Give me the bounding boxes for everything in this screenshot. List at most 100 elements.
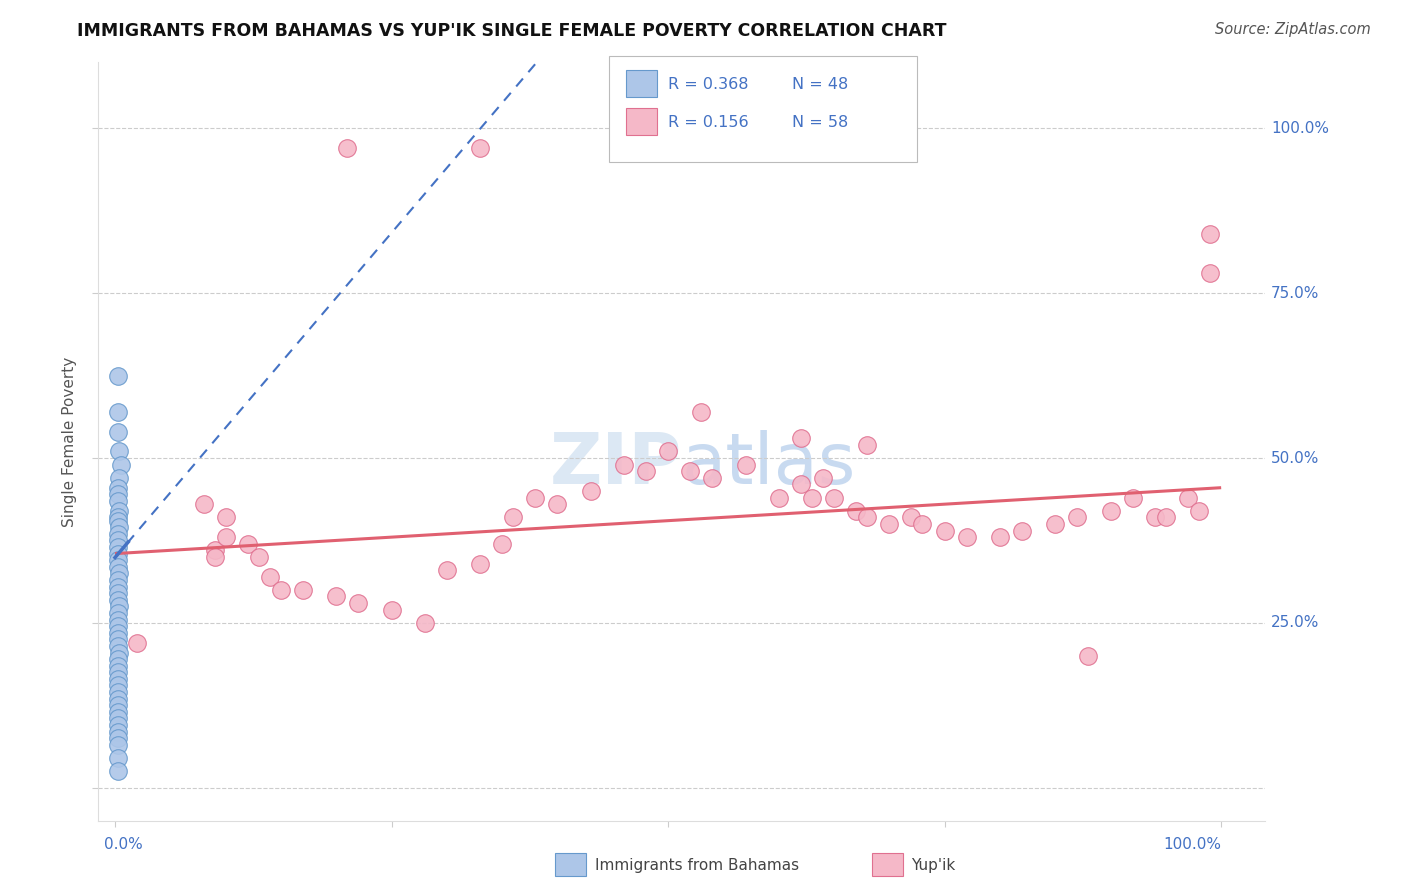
Point xyxy=(107,580,129,594)
Point xyxy=(1188,504,1211,518)
Point xyxy=(436,563,458,577)
Point xyxy=(1045,516,1067,531)
Point xyxy=(108,444,131,458)
Text: 25.0%: 25.0% xyxy=(1271,615,1319,631)
Point xyxy=(107,540,129,554)
Point xyxy=(107,639,129,653)
Point xyxy=(107,718,129,732)
Point xyxy=(413,615,436,630)
Point xyxy=(108,520,131,534)
Point xyxy=(107,632,129,647)
Text: 100.0%: 100.0% xyxy=(1271,121,1329,136)
Point xyxy=(347,596,370,610)
Point xyxy=(856,438,879,452)
Point xyxy=(127,635,149,649)
Text: atlas: atlas xyxy=(682,430,856,499)
Point xyxy=(613,458,636,472)
Point xyxy=(657,444,679,458)
Point xyxy=(811,471,834,485)
Point xyxy=(1199,227,1222,241)
Point xyxy=(107,724,129,739)
Text: N = 58: N = 58 xyxy=(792,115,848,129)
Point xyxy=(856,510,879,524)
Point xyxy=(108,504,131,518)
Point xyxy=(107,705,129,719)
Point xyxy=(107,559,129,574)
Point xyxy=(768,491,790,505)
Point xyxy=(107,751,129,765)
Point xyxy=(107,731,129,746)
Point xyxy=(1099,504,1122,518)
Point xyxy=(204,543,226,558)
Point xyxy=(236,537,259,551)
Point xyxy=(934,524,956,538)
Point xyxy=(468,557,491,571)
Point xyxy=(800,491,823,505)
Point xyxy=(790,431,813,445)
Point xyxy=(336,141,359,155)
Text: 100.0%: 100.0% xyxy=(1163,837,1222,852)
Point xyxy=(107,606,129,620)
Point xyxy=(524,491,547,505)
Point xyxy=(107,526,129,541)
Point xyxy=(193,497,215,511)
Text: R = 0.156: R = 0.156 xyxy=(668,115,748,129)
Point xyxy=(900,510,922,524)
Point xyxy=(107,425,129,439)
Point xyxy=(108,566,131,581)
Point xyxy=(270,582,292,597)
Text: 75.0%: 75.0% xyxy=(1271,285,1319,301)
Point xyxy=(1177,491,1199,505)
Point xyxy=(879,516,901,531)
Point xyxy=(107,405,129,419)
Point xyxy=(107,698,129,713)
Point xyxy=(107,652,129,666)
Point xyxy=(108,471,131,485)
Point xyxy=(634,464,657,478)
Point xyxy=(214,510,236,524)
Point xyxy=(107,494,129,508)
Point xyxy=(1199,267,1222,281)
Text: Yup'ik: Yup'ik xyxy=(911,858,955,872)
Point xyxy=(107,625,129,640)
Point xyxy=(1077,648,1099,663)
Point xyxy=(214,530,236,544)
Point xyxy=(988,530,1011,544)
Point xyxy=(107,764,129,779)
Point xyxy=(107,533,129,548)
Point xyxy=(790,477,813,491)
Point xyxy=(107,691,129,706)
Point xyxy=(108,599,131,614)
Point xyxy=(1011,524,1033,538)
Point xyxy=(292,582,315,597)
Point xyxy=(107,738,129,752)
Point xyxy=(107,510,129,524)
Point xyxy=(1122,491,1144,505)
Point xyxy=(734,458,756,472)
Text: IMMIGRANTS FROM BAHAMAS VS YUP'IK SINGLE FEMALE POVERTY CORRELATION CHART: IMMIGRANTS FROM BAHAMAS VS YUP'IK SINGLE… xyxy=(77,22,946,40)
Text: 0.0%: 0.0% xyxy=(104,837,142,852)
Point xyxy=(1143,510,1166,524)
Point xyxy=(107,658,129,673)
Point xyxy=(325,590,347,604)
Point xyxy=(107,487,129,501)
Text: 50.0%: 50.0% xyxy=(1271,450,1319,466)
Point xyxy=(107,553,129,567)
Point xyxy=(107,672,129,686)
Point xyxy=(1154,510,1177,524)
Point xyxy=(107,592,129,607)
Point xyxy=(107,514,129,528)
Text: R = 0.368: R = 0.368 xyxy=(668,78,748,92)
Point xyxy=(690,405,713,419)
Point xyxy=(1066,510,1088,524)
Point xyxy=(107,665,129,680)
Text: ZIP: ZIP xyxy=(550,430,682,499)
Point xyxy=(546,497,568,511)
Point xyxy=(956,530,979,544)
Point xyxy=(911,516,934,531)
Point xyxy=(107,547,129,561)
Point xyxy=(823,491,845,505)
Point xyxy=(845,504,868,518)
Point xyxy=(107,368,129,383)
Point xyxy=(107,586,129,600)
